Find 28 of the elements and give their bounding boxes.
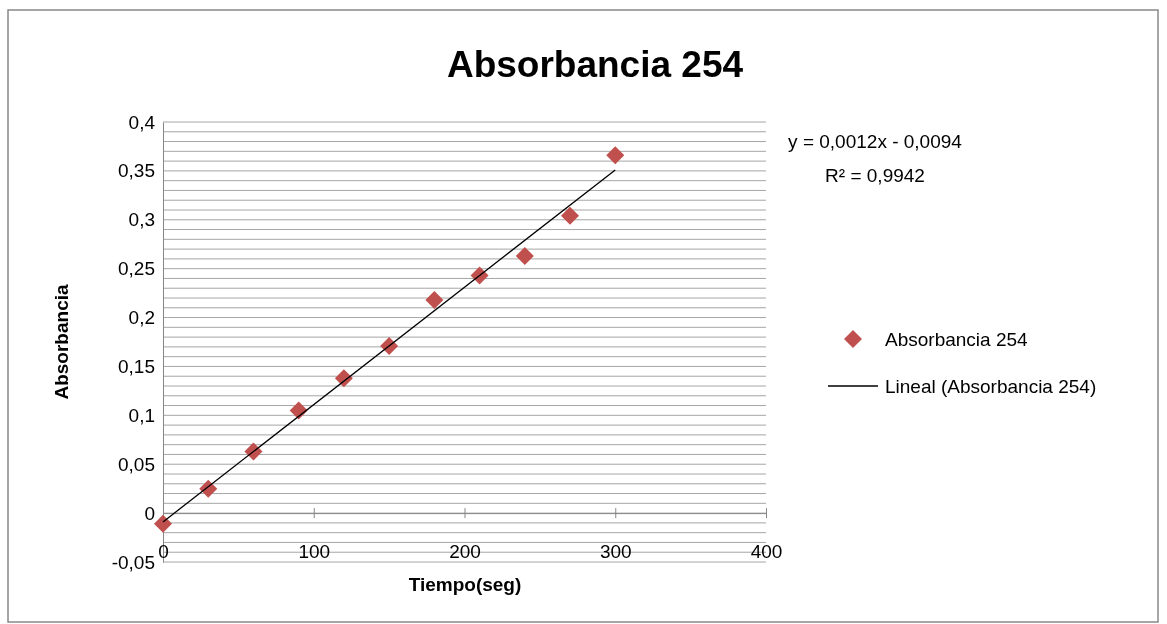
text: R² = 0,9942	[825, 165, 925, 186]
point	[515, 246, 534, 265]
y-tick-label: 0,15	[118, 356, 155, 378]
legend-label: Absorbancia 254	[885, 329, 1029, 350]
point	[561, 206, 580, 225]
y-tick-label: 0	[144, 502, 155, 524]
legend-label: Lineal (Absorbancia 254)	[885, 376, 1097, 397]
x-tick-label: 0	[158, 540, 169, 562]
y-tick-label: 0,3	[128, 209, 155, 231]
x-axis-title: Tiempo(seg)	[408, 574, 522, 595]
point	[470, 266, 489, 285]
y-tick-label: 0,1	[128, 404, 155, 426]
y-tick-label: 0,4	[128, 111, 156, 133]
y-axis-title: Absorbancia	[51, 284, 72, 400]
y-tick-label: 0,25	[118, 258, 155, 280]
x-tick-label: 200	[449, 540, 481, 562]
point	[606, 146, 625, 165]
y-tick-label: 0,05	[118, 453, 155, 475]
x-tick-label: 300	[599, 540, 632, 562]
y-tick-label: -0,05	[111, 551, 155, 573]
x-tick-label: 400	[750, 540, 783, 562]
text: y = 0,0012x - 0,0094	[788, 131, 963, 152]
x-tick-label: 100	[298, 540, 331, 562]
point	[425, 290, 444, 309]
chart-title: Absorbancia 254	[446, 44, 744, 85]
y-tick-label: 0,35	[118, 160, 155, 182]
y-tick-label: 0,2	[128, 307, 155, 329]
point	[154, 514, 172, 533]
